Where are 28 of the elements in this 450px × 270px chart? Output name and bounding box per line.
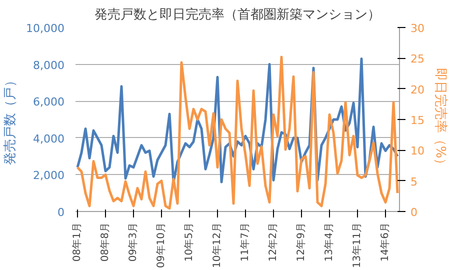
x-tick-label: 10年5月 xyxy=(183,222,195,262)
y-tick-label: 0 xyxy=(58,206,64,219)
x-tick-label: 13年4月 xyxy=(323,222,335,262)
y2-axis-title: 即日完売率（%） xyxy=(432,68,448,172)
y-tick-label: 4,000 xyxy=(33,132,65,146)
x-tick-label: 08年8月 xyxy=(99,222,111,262)
x-tick-label: 12年2月 xyxy=(267,222,279,262)
chart-title: 発売戸数と即日完売率（首都圏新築マンション） xyxy=(94,6,380,22)
y-tick-label: 10,000 xyxy=(26,22,65,35)
y2-tick-label: 25 xyxy=(410,52,424,66)
y-tick-label: 6,000 xyxy=(33,96,65,109)
x-tick-label: 08年1月 xyxy=(71,222,83,262)
x-tick-label: 10年12月 xyxy=(211,222,223,268)
y2-tick-label: 30 xyxy=(410,22,424,35)
x-tick-label: 09年10月 xyxy=(155,222,167,268)
y2-tick-label: 20 xyxy=(410,83,424,96)
y-tick-label: 2,000 xyxy=(33,169,65,182)
x-tick-label: 13年11月 xyxy=(351,222,363,268)
x-tick-label: 09年3月 xyxy=(127,222,139,262)
y2-tick-label: 15 xyxy=(410,114,424,127)
y-axis-title: 発売戸数（戸） xyxy=(3,74,18,165)
y-tick-label: 8,000 xyxy=(33,58,65,72)
y2-tick-label: 10 xyxy=(410,144,424,158)
x-tick-label: 12年9月 xyxy=(295,222,307,262)
x-tick-label: 14年6月 xyxy=(379,222,391,262)
x-tick-label: 11年7月 xyxy=(239,222,251,262)
y2-tick-label: 0 xyxy=(410,206,418,219)
y2-tick-label: 5 xyxy=(410,175,418,188)
